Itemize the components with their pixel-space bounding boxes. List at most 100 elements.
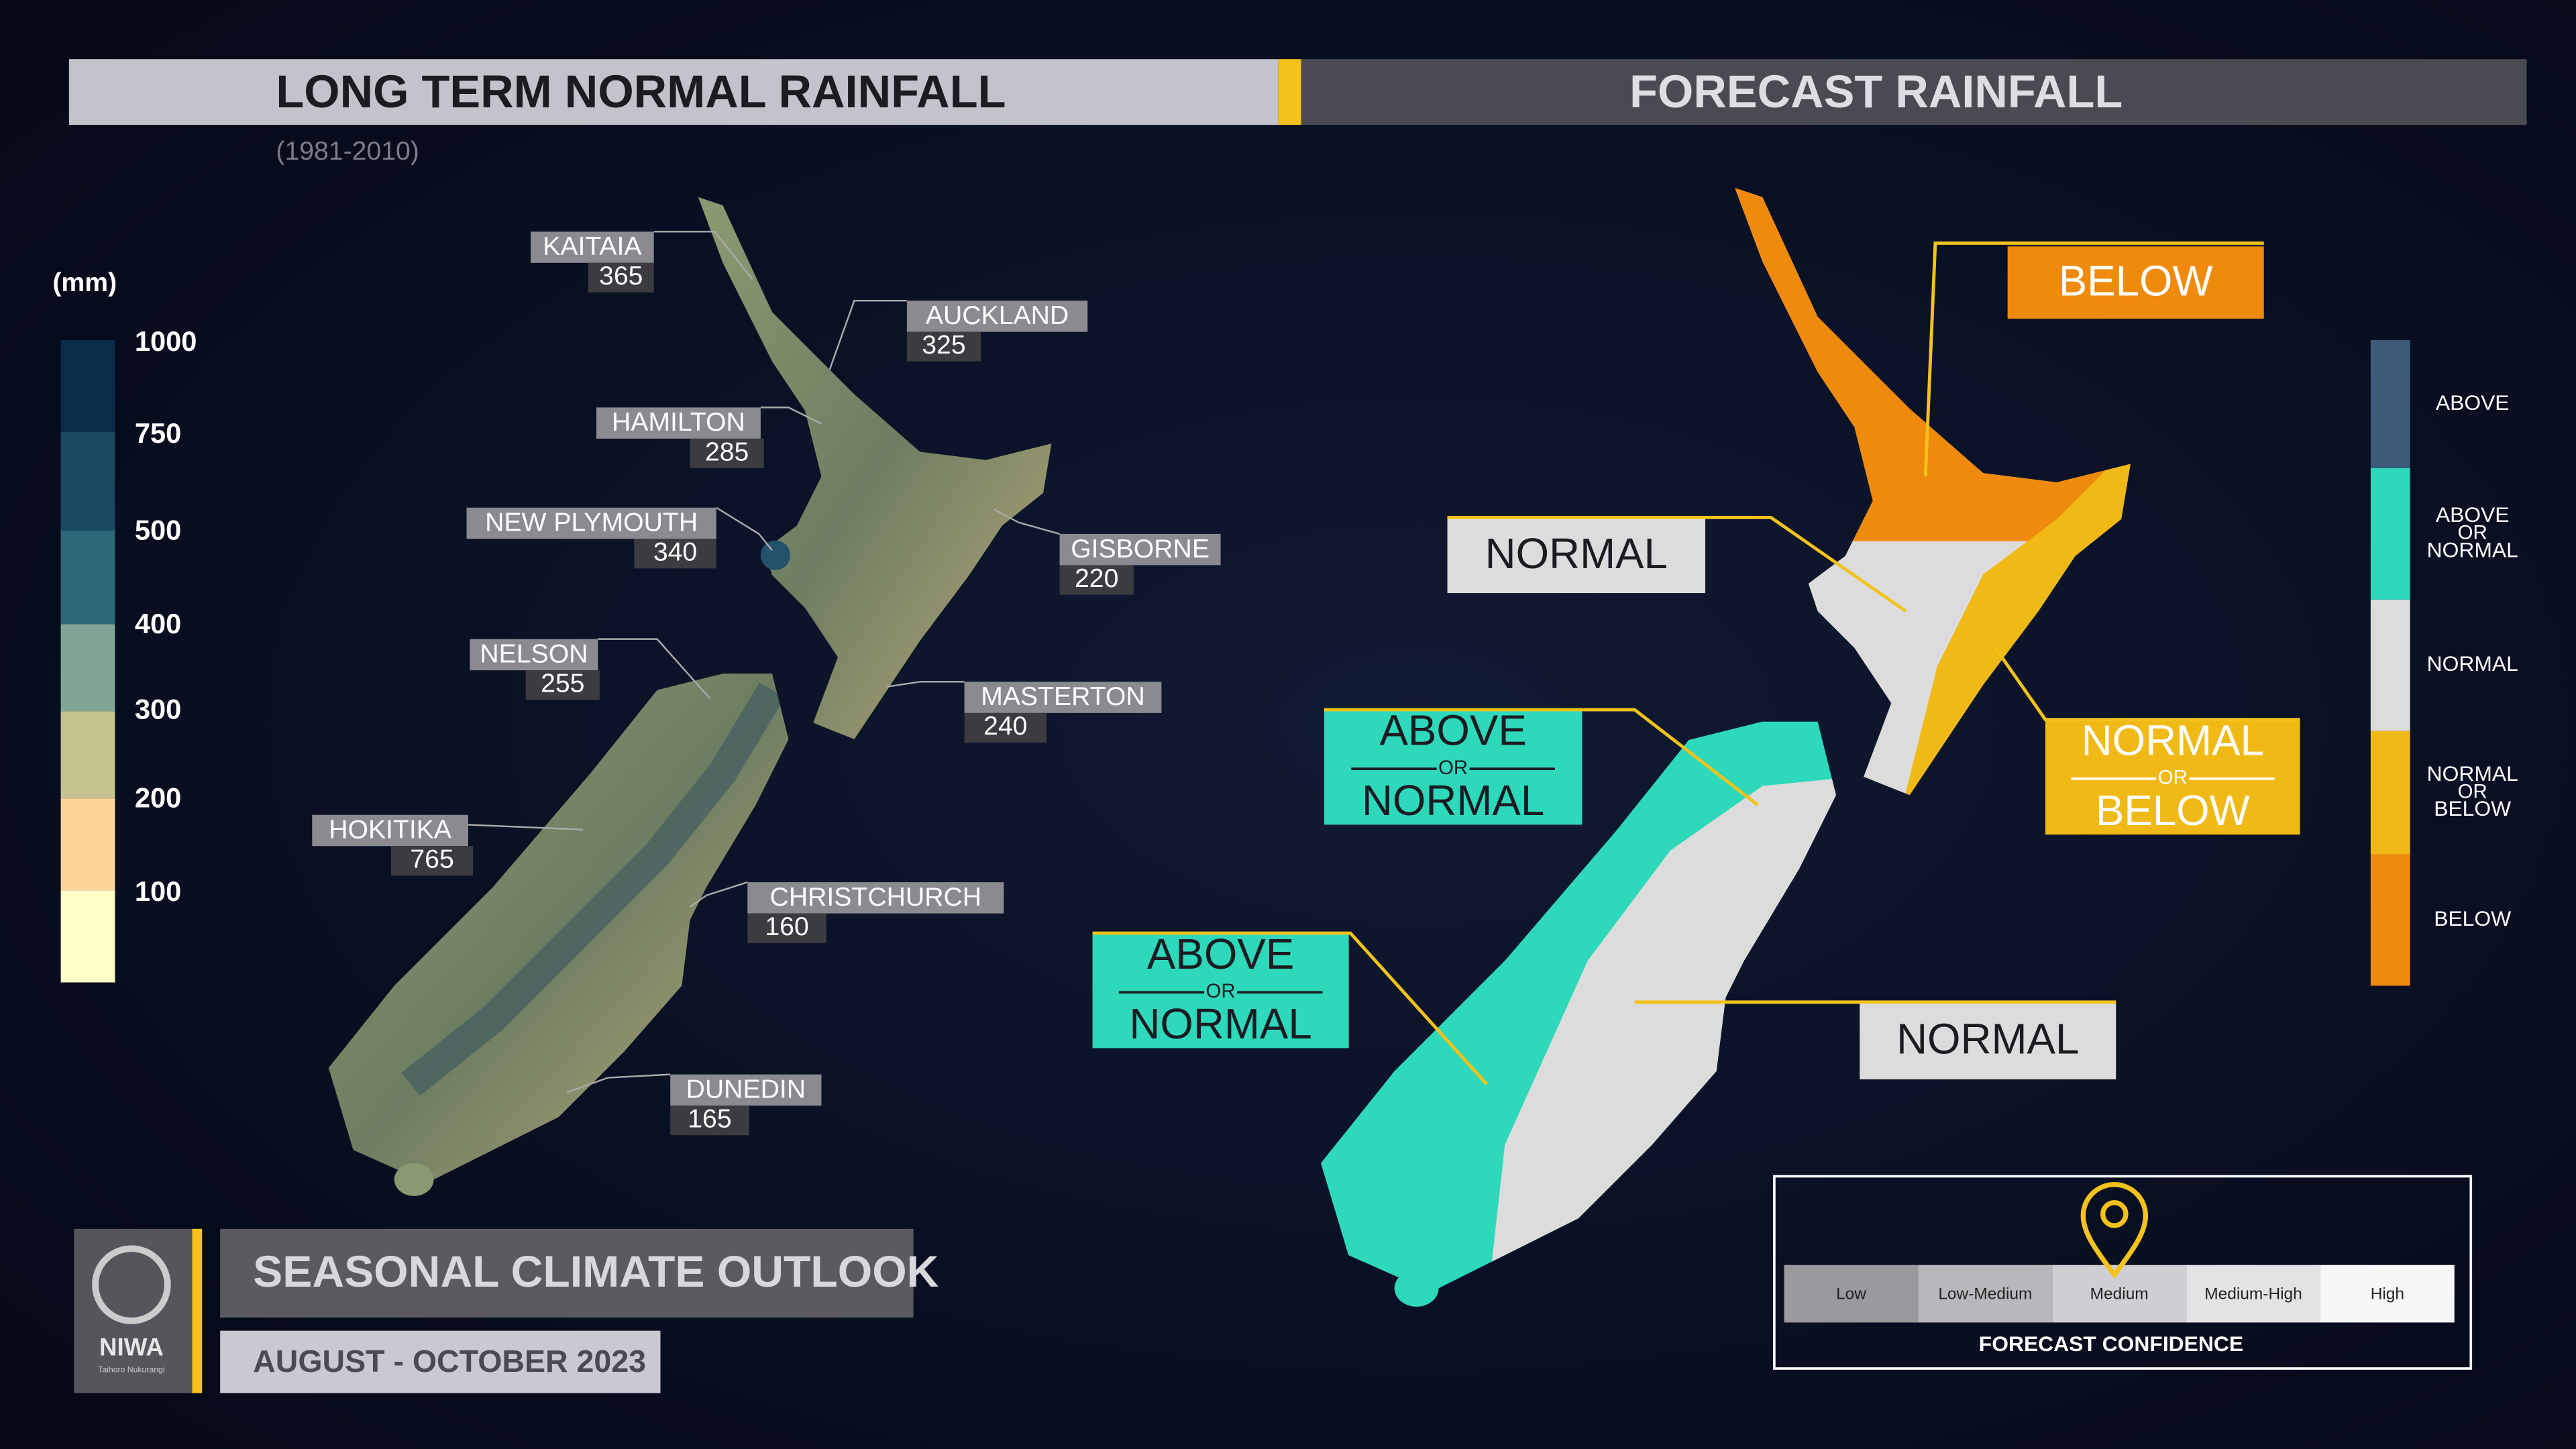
- confidence-level: [1918, 1265, 2053, 1323]
- scale-label: 1000: [135, 325, 197, 357]
- rainfall-map: [328, 197, 1052, 1196]
- label-line: BELOW: [2059, 257, 2213, 305]
- label-line: NORMAL: [2427, 651, 2518, 676]
- station-value: 340: [653, 538, 697, 567]
- logo-mark: [92, 1245, 171, 1324]
- legend-swatch: [2370, 339, 2410, 468]
- station-value-box: [634, 539, 716, 569]
- forecast-label-box: [2007, 246, 2264, 319]
- label-line: NORMAL: [2427, 537, 2518, 561]
- leader-line: [994, 508, 1060, 535]
- station-value-box: [390, 846, 474, 876]
- station-value-box: [906, 331, 981, 362]
- forecast-label-box: [1092, 933, 1349, 1049]
- station-name-box: [470, 639, 598, 671]
- scale-label: 400: [135, 608, 181, 639]
- footer-period-box: [220, 1330, 661, 1393]
- header-divider: [1278, 59, 1301, 125]
- leader-line: [689, 881, 748, 908]
- header-bar: [1301, 59, 2527, 125]
- scale-band: [60, 339, 115, 433]
- label-line: ABOVE: [1147, 930, 1294, 978]
- confidence-level: [1784, 1265, 1919, 1323]
- confidence-pin: [2100, 1199, 2129, 1228]
- leader-line: [1324, 708, 1759, 806]
- legend-swatch: [2370, 854, 2410, 986]
- confidence-label: Low: [1836, 1285, 1866, 1303]
- label-line: NORMAL: [1896, 1016, 2079, 1063]
- station-name: CHRISTCHURCH: [770, 883, 982, 912]
- label-line: OR: [1206, 980, 1236, 1002]
- leader-line: [716, 506, 773, 551]
- leader-line: [468, 824, 584, 830]
- leader-line: [598, 638, 710, 699]
- station-value-box: [964, 712, 1046, 743]
- confidence-level: [2186, 1265, 2320, 1323]
- period: (1981-2010): [276, 137, 419, 166]
- footer-title-box: [220, 1228, 914, 1318]
- footer-period: AUGUST - OCTOBER 2023: [253, 1344, 646, 1379]
- leader-line: [653, 231, 753, 280]
- station-value: 160: [765, 912, 808, 941]
- station-value: 285: [705, 437, 749, 466]
- station-name-box: [531, 231, 654, 263]
- label-line: ABOVE: [1379, 707, 1526, 755]
- label-line: OR: [2458, 780, 2487, 802]
- station-value: 325: [922, 331, 965, 360]
- station-name: DUNEDIN: [686, 1075, 806, 1104]
- station-value: 765: [410, 845, 453, 874]
- leader-line: [1994, 647, 2300, 722]
- label-line: OR: [2458, 522, 2487, 544]
- station-name: AUCKLAND: [926, 301, 1069, 330]
- confidence-level: [2052, 1265, 2187, 1323]
- label-line: OR: [2158, 767, 2188, 789]
- station-name-box: [466, 507, 716, 539]
- leader-line: [760, 407, 822, 425]
- station-value-box: [670, 1106, 749, 1136]
- logo-tagline: Taihoro Nukurangi: [98, 1365, 164, 1375]
- scale-band: [60, 798, 115, 891]
- label-line: BELOW: [2434, 796, 2511, 820]
- station-name-box: [964, 682, 1162, 713]
- scale-band: [60, 711, 115, 799]
- confidence-label: Medium: [2090, 1285, 2149, 1303]
- scale-label: 200: [135, 782, 181, 814]
- station-name: NEW PLYMOUTH: [485, 508, 698, 537]
- right-title: FORECAST RAINFALL: [1629, 66, 2123, 117]
- rainfall-scale: 1000 750 500 400 300 200 100: [60, 325, 197, 983]
- scale-label: 100: [135, 875, 181, 907]
- scale-label: 750: [135, 417, 181, 449]
- leader-line: [887, 681, 965, 688]
- station-name-box: [906, 301, 1088, 332]
- label-line: ABOVE: [2436, 390, 2510, 415]
- header-bar: [68, 59, 1279, 125]
- leader-line: [828, 299, 907, 370]
- station-value-box: [525, 670, 600, 700]
- station-name-box: [747, 882, 1004, 914]
- station-value: 255: [541, 669, 584, 698]
- scale-label: 500: [135, 514, 181, 545]
- station-value-box: [588, 262, 654, 292]
- forecast-label-box: [1324, 709, 1582, 825]
- station-name-box: [312, 814, 468, 847]
- scale-band: [60, 890, 115, 983]
- legend-swatch: [2370, 599, 2410, 731]
- station-value: 365: [599, 262, 643, 290]
- station-value: 220: [1075, 564, 1118, 593]
- forecast-label-box: [1447, 517, 1706, 594]
- confidence-pin: [2080, 1182, 2149, 1279]
- scale-band: [60, 624, 115, 712]
- confidence-label: High: [2371, 1285, 2404, 1303]
- station-name: NELSON: [480, 639, 588, 668]
- left-title: LONG TERM NORMAL RAINFALL: [276, 66, 1006, 117]
- label-line: OR: [1438, 757, 1468, 779]
- confidence-label: Low-Medium: [1938, 1285, 2032, 1303]
- station-value: 165: [688, 1105, 731, 1134]
- label-line: NORMAL: [2427, 761, 2518, 786]
- footer-accent: [192, 1228, 203, 1393]
- logo-text: NIWA: [99, 1333, 164, 1360]
- station-name: MASTERTON: [981, 682, 1145, 711]
